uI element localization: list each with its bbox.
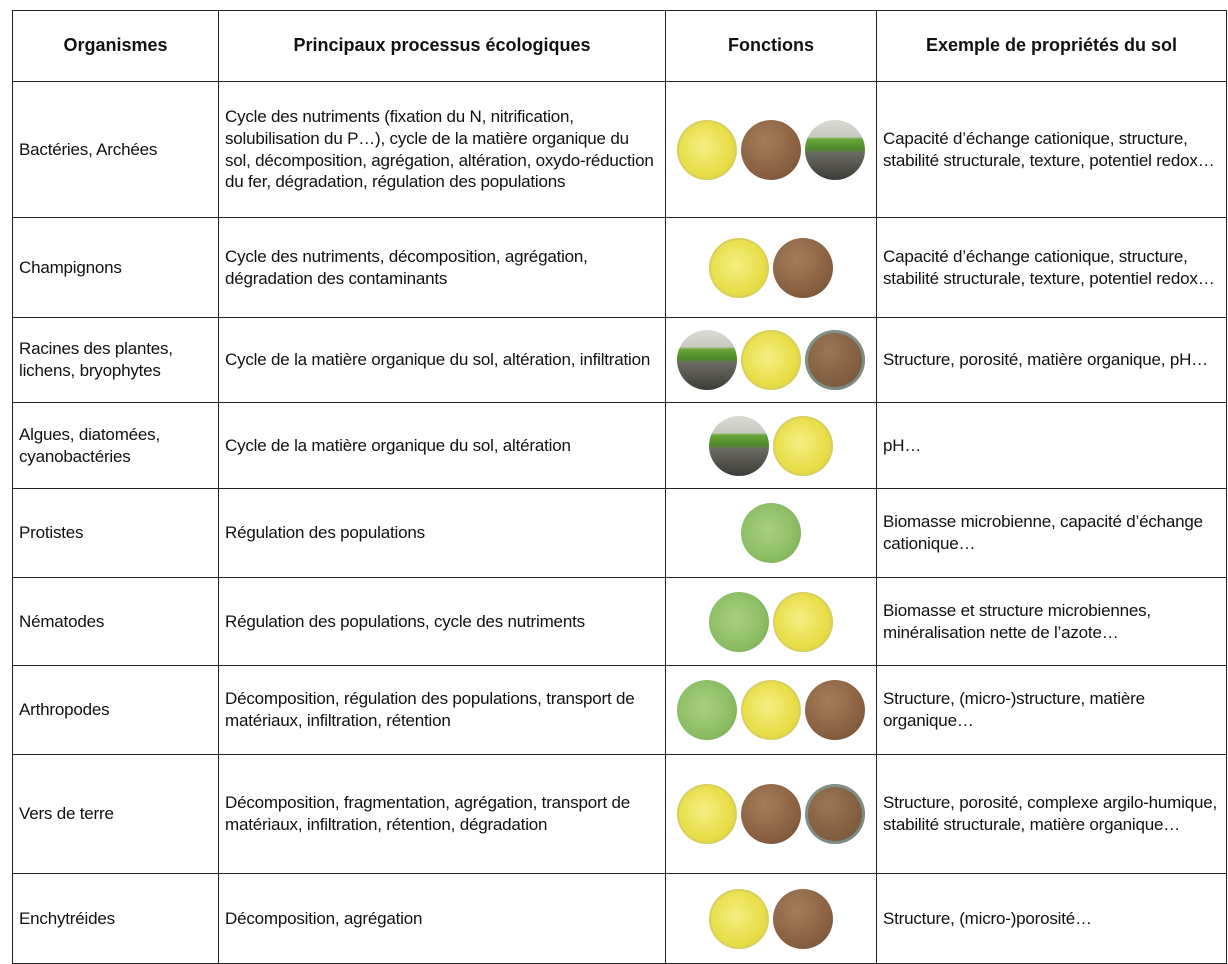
function-icon	[709, 888, 769, 949]
function-icon	[709, 591, 769, 652]
properties-cell: Structure, porosité, matière organique, …	[876, 317, 1227, 403]
function-icon	[805, 119, 865, 180]
organism-cell: Arthropodes	[12, 665, 219, 755]
functions-cell	[665, 217, 877, 318]
table-row: Bactéries, Archées Cycle des nutriments (…	[12, 81, 1227, 218]
column-header: Principaux processus écologiques	[218, 10, 666, 82]
processes-cell: Régulation des populations	[218, 488, 666, 578]
function-icon	[741, 330, 801, 390]
properties-cell: Structure, (micro-)porosité…	[876, 873, 1227, 964]
functions-cell	[665, 317, 877, 403]
function-icon	[709, 237, 769, 298]
column-header: Exemple de propriétés du sol	[876, 10, 1227, 82]
function-icon	[773, 415, 833, 476]
processes-cell: Régulation des populations, cycle des nu…	[218, 577, 666, 666]
properties-cell: Capacité d’échange cationique, structure…	[876, 81, 1227, 218]
function-icon	[741, 503, 801, 563]
processes-cell: Cycle des nutriments, décomposition, agr…	[218, 217, 666, 318]
organism-cell: Algues, diatomées, cyanobactéries	[12, 402, 219, 489]
table-row: Vers de terre Décomposition, fragmentatio…	[12, 754, 1227, 874]
processes-cell: Décomposition, agrégation	[218, 873, 666, 964]
organism-cell: Vers de terre	[12, 754, 219, 874]
functions-cell	[665, 81, 877, 218]
organism-cell: Champignons	[12, 217, 219, 318]
function-icon	[677, 119, 737, 180]
function-icon	[677, 330, 737, 390]
function-icon	[805, 784, 865, 844]
column-header: Fonctions	[665, 10, 877, 82]
function-icon	[677, 784, 737, 844]
functions-cell	[665, 577, 877, 666]
function-icon	[741, 784, 801, 844]
table-row: Champignons Cycle des nutriments, décompo…	[12, 217, 1227, 318]
organism-cell: Nématodes	[12, 577, 219, 666]
properties-cell: Structure, porosité, complexe argilo-hum…	[876, 754, 1227, 874]
table-row: Enchytréides Décomposition, agrégation Str…	[12, 873, 1227, 964]
organism-cell: Protistes	[12, 488, 219, 578]
header-row: Organismes Principaux processus écologiq…	[12, 10, 1227, 82]
properties-cell: Biomasse et structure microbiennes, miné…	[876, 577, 1227, 666]
soil-organisms-table: Organismes Principaux processus écologiq…	[12, 10, 1227, 964]
organism-cell: Racines des plantes, lichens, bryophytes	[12, 317, 219, 403]
properties-cell: Biomasse microbienne, capacité d’échange…	[876, 488, 1227, 578]
processes-cell: Cycle des nutriments (fixation du N, nit…	[218, 81, 666, 218]
function-icon	[709, 415, 769, 476]
table-body: Bactéries, Archées Cycle des nutriments (…	[12, 81, 1227, 964]
functions-cell	[665, 488, 877, 578]
processes-cell: Cycle de la matière organique du sol, al…	[218, 317, 666, 403]
properties-cell: Structure, (micro-)structure, matière or…	[876, 665, 1227, 755]
function-icon	[805, 330, 865, 390]
processes-cell: Décomposition, fragmentation, agrégation…	[218, 754, 666, 874]
properties-cell: Capacité d’échange cationique, structure…	[876, 217, 1227, 318]
processes-cell: Décomposition, régulation des population…	[218, 665, 666, 755]
properties-cell: pH…	[876, 402, 1227, 489]
processes-cell: Cycle de la matière organique du sol, al…	[218, 402, 666, 489]
function-icon	[773, 888, 833, 949]
functions-cell	[665, 754, 877, 874]
function-icon	[773, 237, 833, 298]
function-icon	[677, 680, 737, 740]
functions-cell	[665, 873, 877, 964]
function-icon	[741, 119, 801, 180]
table-row: Algues, diatomées, cyanobactéries Cycle d…	[12, 402, 1227, 489]
organism-cell: Enchytréides	[12, 873, 219, 964]
table-row: Nématodes Régulation des populations, cyc…	[12, 577, 1227, 666]
function-icon	[773, 591, 833, 652]
function-icon	[805, 680, 865, 740]
table-row: Racines des plantes, lichens, bryophytes…	[12, 317, 1227, 403]
organism-cell: Bactéries, Archées	[12, 81, 219, 218]
functions-cell	[665, 665, 877, 755]
functions-cell	[665, 402, 877, 489]
table-row: Arthropodes Décomposition, régulation des…	[12, 665, 1227, 755]
table-row: Protistes Régulation des populations Bioma…	[12, 488, 1227, 578]
function-icon	[741, 680, 801, 740]
column-header: Organismes	[12, 10, 219, 82]
